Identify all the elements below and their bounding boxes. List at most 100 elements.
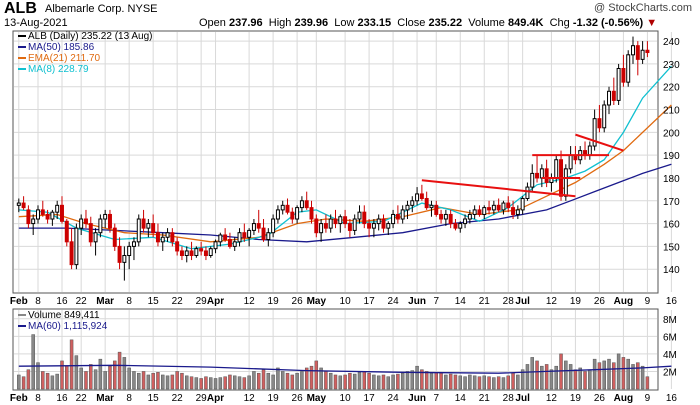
candle-body xyxy=(347,223,352,231)
volume-bar xyxy=(271,374,275,390)
volume-bar xyxy=(141,371,146,390)
candle-body xyxy=(83,218,88,225)
candle-body xyxy=(319,223,324,234)
candle-body xyxy=(122,255,127,263)
candle-body xyxy=(213,241,218,250)
volume-bar xyxy=(26,369,31,390)
volume-bar xyxy=(276,367,280,390)
ohlc-readout: Open 237.96 High 239.96 Low 233.15 Close… xyxy=(199,17,658,29)
volume-bar xyxy=(137,372,141,390)
volume-ma xyxy=(18,364,672,374)
volume-bar xyxy=(98,358,103,390)
candle-body xyxy=(439,213,444,220)
volume-bar xyxy=(161,374,165,390)
date-tick-label: 16 xyxy=(666,393,678,404)
volume-bar xyxy=(127,367,131,390)
candle-body xyxy=(530,172,535,188)
candle-body xyxy=(362,211,367,225)
candle-body xyxy=(597,118,602,129)
candle-body xyxy=(218,234,223,243)
volume-bar xyxy=(213,378,218,390)
candle-body xyxy=(515,209,520,215)
volume-bar xyxy=(89,364,93,390)
candle-body xyxy=(472,209,477,215)
candle-body xyxy=(155,232,160,243)
candle-body xyxy=(203,250,208,257)
date-tick-label: 8 xyxy=(35,393,41,404)
volume-bar xyxy=(314,360,319,390)
date-tick-label: 12 xyxy=(244,296,256,307)
volume-bar xyxy=(597,362,602,390)
volume-bar xyxy=(300,371,304,390)
candle-body xyxy=(453,223,458,229)
date-tick-label: 7 xyxy=(433,296,439,307)
candle-body xyxy=(491,204,496,211)
volume-bar xyxy=(151,372,155,390)
date-tick-label: 26 xyxy=(594,296,606,307)
candle-body xyxy=(477,209,482,215)
candle-body xyxy=(199,248,204,252)
candle-body xyxy=(179,250,184,257)
candle-body xyxy=(93,232,98,243)
volume-bar xyxy=(420,369,424,390)
volume-bar xyxy=(232,375,237,390)
date-tick-label: Apr xyxy=(207,393,224,404)
candle-body xyxy=(544,168,549,184)
legend-item-volume: Volume 849,411 xyxy=(18,310,107,321)
trendline xyxy=(421,179,576,198)
ma50-line xyxy=(18,163,672,243)
volume-bar xyxy=(45,372,50,390)
volume-ma-line xyxy=(18,364,672,374)
date-tick-label: 17 xyxy=(364,296,376,307)
volume-bar xyxy=(223,376,227,390)
candle-body xyxy=(616,67,621,101)
candle-body xyxy=(635,45,640,60)
volume-bar xyxy=(415,365,419,390)
volume-bar xyxy=(93,369,98,390)
candle-body xyxy=(333,218,338,225)
date-tick-label: 24 xyxy=(388,296,400,307)
candle-body xyxy=(496,204,501,211)
volume-bar xyxy=(209,377,213,390)
candle-body xyxy=(511,207,516,215)
date-tick-label: 19 xyxy=(268,296,280,307)
date-tick-label: Apr xyxy=(207,296,224,307)
legend-item-ma8: MA(8) 228.79 xyxy=(18,64,153,75)
candle-body xyxy=(626,54,631,83)
volume-bar xyxy=(55,373,59,390)
date-tick-label: 24 xyxy=(388,393,400,404)
volume-bar xyxy=(448,373,453,390)
date-tick-label: Aug xyxy=(614,393,633,404)
date-tick-label: May xyxy=(307,296,327,307)
candle-body xyxy=(367,223,372,229)
candle-body xyxy=(146,223,151,229)
date-tick-label: 9 xyxy=(645,393,651,404)
volume-bar xyxy=(242,377,247,390)
volume-bar xyxy=(285,372,290,390)
candle-body xyxy=(261,227,266,241)
price-tick-label: 140 xyxy=(663,265,680,276)
volume-bar xyxy=(69,339,74,390)
volume-bar xyxy=(319,367,323,390)
date-tick-label: 16 xyxy=(56,296,68,307)
date-tick-label: 16 xyxy=(56,393,68,404)
volume-bar xyxy=(578,367,582,390)
volume-bar xyxy=(352,373,357,390)
candle-body xyxy=(275,209,280,220)
candle-body xyxy=(607,90,612,106)
candle-body xyxy=(611,90,616,101)
volume-bar xyxy=(458,375,462,390)
candle-body xyxy=(645,49,650,54)
price-tick-label: 150 xyxy=(663,242,680,253)
candle-body xyxy=(299,200,304,209)
legend-swatch xyxy=(18,68,26,71)
volume-bar xyxy=(540,365,544,390)
candle-body xyxy=(434,204,439,215)
candle-body xyxy=(410,200,415,206)
volume-bar xyxy=(41,371,45,390)
volume-bar xyxy=(463,376,467,390)
candle-body xyxy=(415,193,420,202)
date-tick-label: 26 xyxy=(594,393,606,404)
date-tick-label: 22 xyxy=(172,296,184,307)
volume-bar xyxy=(50,375,55,390)
